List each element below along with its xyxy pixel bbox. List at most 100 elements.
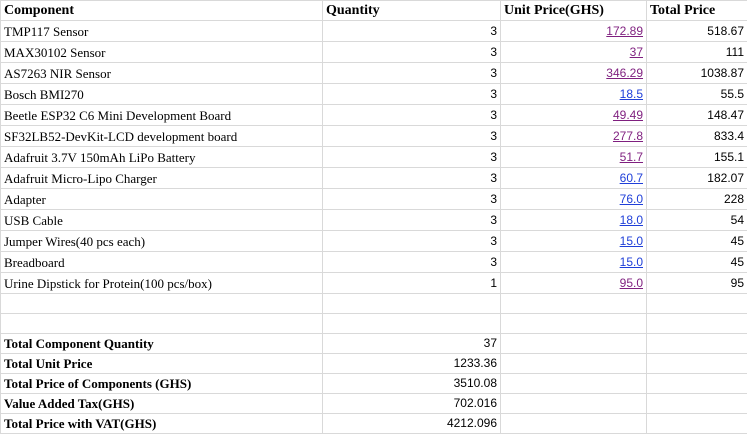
cell-quantity[interactable]: 3: [323, 231, 501, 252]
table-row: Jumper Wires(40 pcs each)3 15.0 45: [1, 231, 747, 252]
empty-cell[interactable]: [501, 394, 647, 414]
cell-quantity[interactable]: 1: [323, 273, 501, 294]
cell-quantity[interactable]: 3: [323, 252, 501, 273]
unit-price-link[interactable]: 51.7: [620, 150, 643, 164]
unit-price-link[interactable]: 37: [630, 45, 643, 59]
cell-quantity[interactable]: 3: [323, 210, 501, 231]
empty-cell[interactable]: [647, 394, 747, 414]
cell-quantity[interactable]: 3: [323, 189, 501, 210]
cell-total-price[interactable]: 45: [647, 231, 747, 252]
cell-component[interactable]: TMP117 Sensor: [1, 21, 323, 42]
cell-unit-price[interactable]: 172.89: [501, 21, 647, 42]
cell-total-price[interactable]: 1038.87: [647, 63, 747, 84]
empty-cell[interactable]: [1, 314, 323, 334]
empty-cell[interactable]: [647, 374, 747, 394]
cell-component[interactable]: MAX30102 Sensor: [1, 42, 323, 63]
empty-cell[interactable]: [1, 294, 323, 314]
cell-quantity[interactable]: 3: [323, 168, 501, 189]
cell-unit-price[interactable]: 15.0: [501, 231, 647, 252]
cell-total-price[interactable]: 148.47: [647, 105, 747, 126]
cell-total-price[interactable]: 45: [647, 252, 747, 273]
empty-cell[interactable]: [647, 334, 747, 354]
unit-price-link[interactable]: 95.0: [620, 276, 643, 290]
unit-price-link[interactable]: 49.49: [613, 108, 643, 122]
cell-unit-price[interactable]: 49.49: [501, 105, 647, 126]
empty-cell[interactable]: [647, 354, 747, 374]
empty-cell[interactable]: [501, 314, 647, 334]
summary-label[interactable]: Total Unit Price: [1, 354, 323, 374]
cell-unit-price[interactable]: 18.5: [501, 84, 647, 105]
cell-component[interactable]: Adafruit Micro-Lipo Charger: [1, 168, 323, 189]
empty-cell[interactable]: [323, 314, 501, 334]
cell-total-price[interactable]: 54: [647, 210, 747, 231]
unit-price-link[interactable]: 18.0: [620, 213, 643, 227]
cell-total-price[interactable]: 155.1: [647, 147, 747, 168]
cell-total-price[interactable]: 518.67: [647, 21, 747, 42]
empty-cell[interactable]: [501, 334, 647, 354]
cell-unit-price[interactable]: 15.0: [501, 252, 647, 273]
cell-component[interactable]: Jumper Wires(40 pcs each): [1, 231, 323, 252]
cell-quantity[interactable]: 3: [323, 21, 501, 42]
empty-cell[interactable]: [647, 314, 747, 334]
empty-cell[interactable]: [501, 374, 647, 394]
header-unit-price[interactable]: Unit Price(GHS): [501, 1, 647, 21]
cell-component[interactable]: Bosch BMI270: [1, 84, 323, 105]
empty-cell[interactable]: [647, 294, 747, 314]
cell-unit-price[interactable]: 60.7: [501, 168, 647, 189]
empty-cell[interactable]: [323, 294, 501, 314]
cell-unit-price[interactable]: 51.7: [501, 147, 647, 168]
cell-component[interactable]: SF32LB52-DevKit-LCD development board: [1, 126, 323, 147]
summary-value[interactable]: 1233.36: [323, 354, 501, 374]
cell-total-price[interactable]: 55.5: [647, 84, 747, 105]
empty-cell[interactable]: [501, 354, 647, 374]
cell-total-price[interactable]: 182.07: [647, 168, 747, 189]
cell-total-price[interactable]: 111: [647, 42, 747, 63]
cell-component[interactable]: Beetle ESP32 C6 Mini Development Board: [1, 105, 323, 126]
summary-label[interactable]: Total Component Quantity: [1, 334, 323, 354]
empty-cell[interactable]: [501, 294, 647, 314]
cell-component[interactable]: AS7263 NIR Sensor: [1, 63, 323, 84]
cell-unit-price[interactable]: 277.8: [501, 126, 647, 147]
summary-label[interactable]: Value Added Tax(GHS): [1, 394, 323, 414]
cell-unit-price[interactable]: 37: [501, 42, 647, 63]
cell-unit-price[interactable]: 95.0: [501, 273, 647, 294]
unit-price-link[interactable]: 15.0: [620, 234, 643, 248]
cell-total-price[interactable]: 833.4: [647, 126, 747, 147]
summary-value[interactable]: 3510.08: [323, 374, 501, 394]
cell-component[interactable]: Adapter: [1, 189, 323, 210]
unit-price-link[interactable]: 60.7: [620, 171, 643, 185]
cell-unit-price[interactable]: 346.29: [501, 63, 647, 84]
header-total-price[interactable]: Total Price: [647, 1, 747, 21]
unit-price-link[interactable]: 277.8: [613, 129, 643, 143]
cell-quantity[interactable]: 3: [323, 105, 501, 126]
summary-value[interactable]: 37: [323, 334, 501, 354]
cell-unit-price[interactable]: 18.0: [501, 210, 647, 231]
unit-price-link[interactable]: 18.5: [620, 87, 643, 101]
cell-component[interactable]: Breadboard: [1, 252, 323, 273]
cell-quantity[interactable]: 3: [323, 126, 501, 147]
unit-price-link[interactable]: 346.29: [606, 66, 643, 80]
cell-total-price[interactable]: 95: [647, 273, 747, 294]
summary-value[interactable]: 702.016: [323, 394, 501, 414]
cell-component[interactable]: Adafruit 3.7V 150mAh LiPo Battery: [1, 147, 323, 168]
cell-quantity[interactable]: 3: [323, 42, 501, 63]
unit-price-link[interactable]: 15.0: [620, 255, 643, 269]
cell-unit-price[interactable]: 76.0: [501, 189, 647, 210]
summary-label[interactable]: Total Price of Components (GHS): [1, 374, 323, 394]
cell-component[interactable]: USB Cable: [1, 210, 323, 231]
header-component[interactable]: Component: [1, 1, 323, 21]
unit-price-link[interactable]: 172.89: [606, 24, 643, 38]
cell-total-price[interactable]: 228: [647, 189, 747, 210]
cell-quantity[interactable]: 3: [323, 84, 501, 105]
header-quantity[interactable]: Quantity: [323, 1, 501, 21]
unit-price-link[interactable]: 76.0: [620, 192, 643, 206]
cell-quantity[interactable]: 3: [323, 63, 501, 84]
table-row: Urine Dipstick for Protein(100 pcs/box)1…: [1, 273, 747, 294]
cell-quantity[interactable]: 3: [323, 147, 501, 168]
cell-component[interactable]: Urine Dipstick for Protein(100 pcs/box): [1, 273, 323, 294]
